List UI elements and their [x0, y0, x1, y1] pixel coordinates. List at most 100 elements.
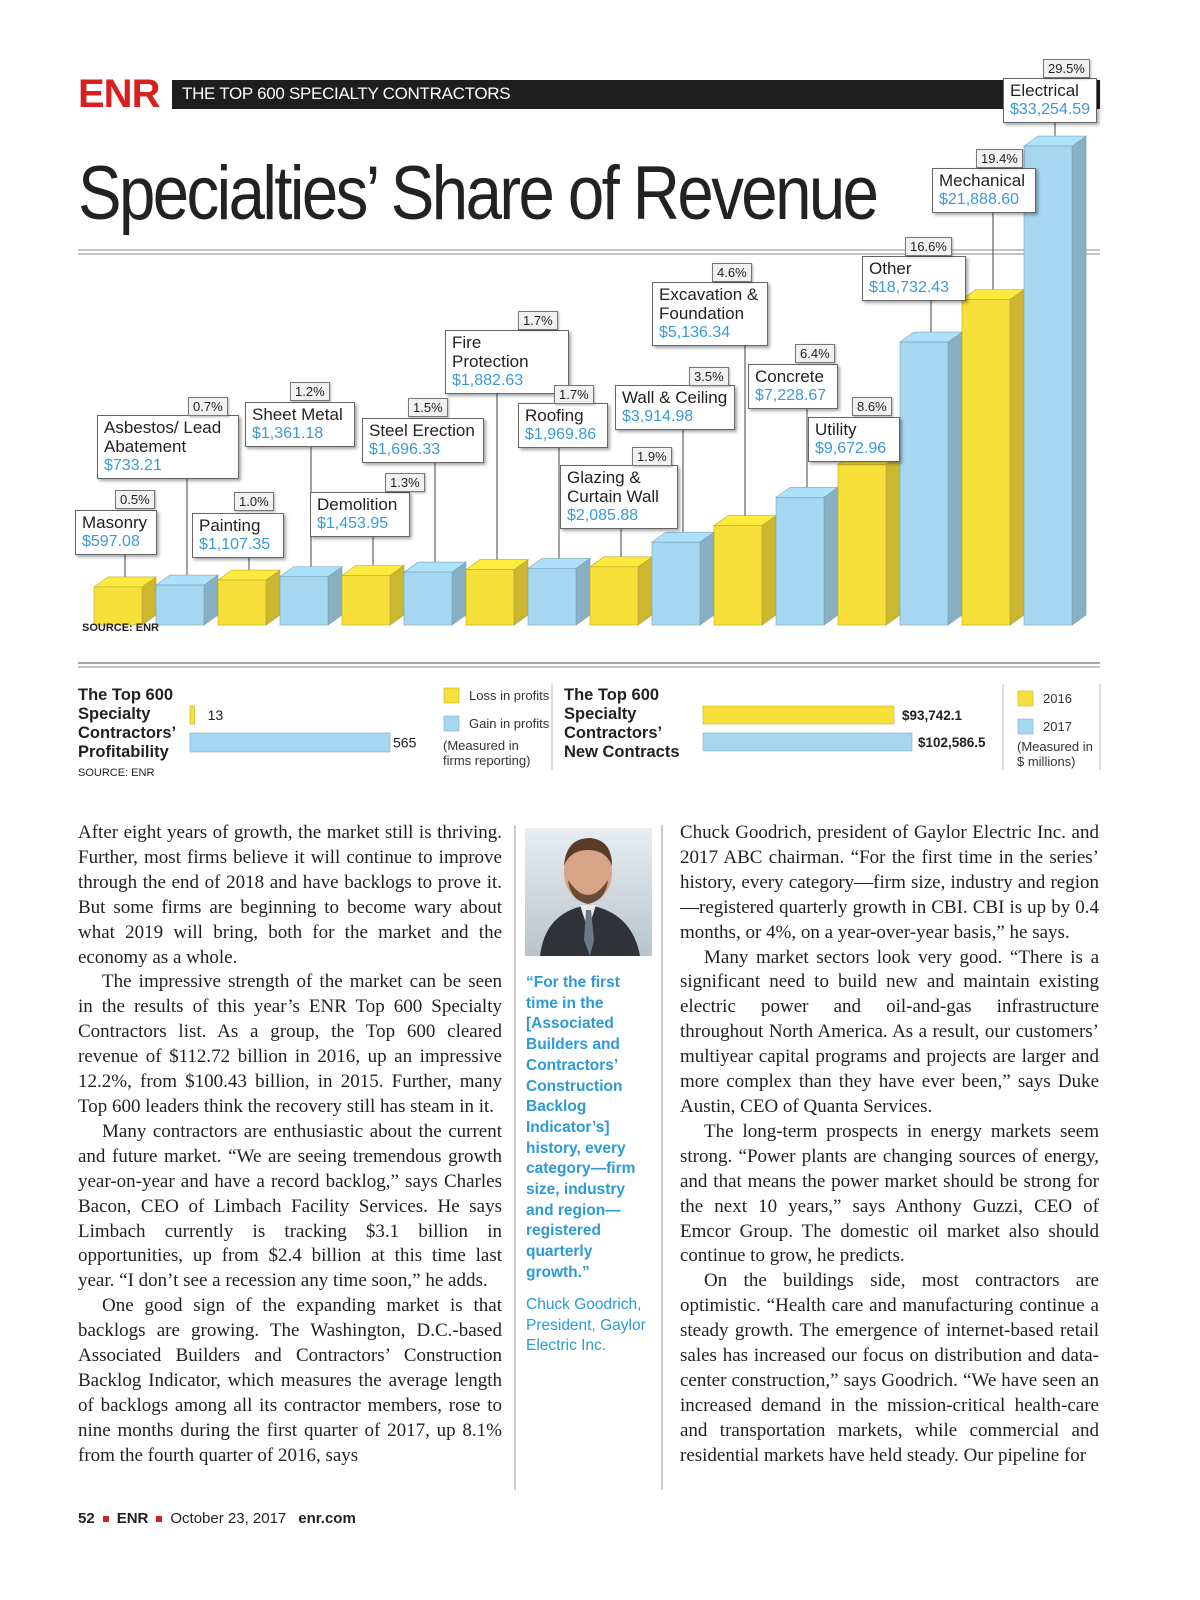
chart-title: The Top 600 Specialty Contractors’ New C… [564, 686, 680, 761]
callout: Demolition $1,453.95 [310, 492, 410, 537]
value-label: $3,914.98 [622, 408, 694, 425]
date: October 23, 2017 [170, 1510, 287, 1527]
share-label: 29.5% [1043, 59, 1090, 78]
callout: Masonry $597.08 [75, 510, 157, 555]
photo [525, 828, 652, 956]
chart-title: The Top 600 Specialty Contractors’ Profi… [78, 686, 176, 761]
share-label: 1.3% [385, 473, 425, 492]
bar-3d [1023, 135, 1087, 626]
bar [702, 705, 895, 725]
callout: Fire Protection $1,882.63 [445, 330, 569, 394]
callout: Excavation & Foundation $5,136.34 [652, 282, 768, 346]
bar [713, 525, 763, 626]
bar-3d [961, 288, 1025, 626]
value-label: $1,453.95 [317, 515, 389, 532]
value-label: $18,732.43 [869, 279, 950, 296]
callout: Sheet Metal $1,361.18 [245, 402, 355, 447]
bar-3d [837, 453, 901, 626]
share-label: 1.7% [518, 311, 558, 330]
bar-3d [651, 531, 715, 626]
bar [189, 705, 195, 725]
value-label: $7,228.67 [755, 387, 827, 404]
category-label: Excavation & Foundation [659, 285, 759, 323]
bar [837, 464, 887, 626]
category-label: Steel Erection [369, 421, 475, 440]
share-label: 4.6% [712, 263, 752, 282]
share-label: 16.6% [905, 237, 952, 256]
share-label: 1.7% [554, 385, 594, 404]
bar [899, 341, 949, 626]
bar-side [389, 564, 405, 626]
value-label: $1,969.86 [525, 426, 597, 443]
category-label: Electrical [1010, 81, 1079, 100]
share-label: 0.7% [188, 397, 228, 416]
bar-side [575, 557, 591, 626]
value-label: $21,888.60 [939, 191, 1020, 208]
page-number: 52 [78, 1510, 95, 1527]
callout: Other $18,732.43 [862, 256, 966, 301]
share-label: 1.9% [632, 447, 672, 466]
bar [341, 575, 391, 626]
legend-swatch [1017, 718, 1034, 735]
legend-swatch [443, 715, 460, 732]
bar-side [761, 515, 777, 626]
bar-3d [775, 486, 839, 626]
callout: Roofing $1,969.86 [518, 403, 608, 448]
bar [775, 497, 825, 626]
pull-quote: “For the first time in the [Associated B… [526, 974, 636, 1281]
category-label: Glazing & Curtain Wall [567, 468, 659, 506]
callout: Mechanical $21,888.60 [932, 168, 1036, 213]
category-label: Masonry [82, 513, 148, 532]
callout: Concrete $7,228.67 [748, 364, 838, 409]
value-label: $5,136.34 [659, 324, 731, 341]
bar-3d [403, 561, 467, 626]
legend-swatch [1017, 690, 1034, 707]
share-label: 0.5% [115, 490, 155, 509]
bar [961, 299, 1011, 626]
category-label: Concrete [755, 367, 824, 386]
callout: Wall & Ceiling $3,914.98 [615, 385, 735, 430]
category-label: Wall & Ceiling [622, 388, 728, 407]
bar-3d [155, 574, 219, 626]
value-label: 13 [208, 707, 224, 723]
bar [279, 576, 329, 626]
legend-label: Gain in profits [469, 716, 550, 731]
chart-title: Specialties’ Share of Revenue [78, 151, 879, 236]
bar-3d [527, 557, 591, 626]
value-label: $9,672.96 [815, 440, 887, 457]
value-label: $1,361.18 [252, 425, 324, 442]
paragraph: The long-term prospects in energy market… [680, 1120, 1099, 1267]
header-bar [172, 80, 1100, 109]
bar [1023, 145, 1073, 626]
bar-side [699, 531, 715, 626]
paragraph: The impressive strength of the market ca… [78, 971, 502, 1117]
bar-side [823, 486, 839, 626]
section-title: THE TOP 600 SPECIALTY CONTRACTORS [182, 84, 511, 103]
share-label: 3.5% [689, 367, 729, 386]
bar [589, 566, 639, 626]
bar [93, 586, 143, 626]
bar-side [947, 331, 963, 626]
callout: Asbestos/ Lead Abatement $733.21 [97, 415, 239, 479]
source-text: SOURCE: ENR [82, 622, 160, 634]
site: enr.com [298, 1510, 356, 1527]
bar [155, 584, 205, 626]
value-label: $1,882.63 [452, 372, 524, 389]
separator [156, 1515, 163, 1522]
category-label: Fire Protection [452, 333, 529, 371]
paragraph: Many market sectors look very good. “The… [680, 946, 1099, 1117]
footer: 52 ENR October 23, 2017 enr.com [78, 1510, 356, 1527]
value-label: $597.08 [82, 533, 140, 550]
bar-3d [217, 569, 281, 626]
column: Chuck Goodrich, president of Gaylor Elec… [680, 821, 1099, 1496]
paragraph: One good sign of the expanding market is… [78, 1295, 502, 1466]
share-label: 6.4% [795, 344, 835, 363]
value-label: $733.21 [104, 457, 162, 474]
callout: Glazing & Curtain Wall $2,085.88 [560, 465, 678, 529]
bar [465, 569, 515, 626]
callout: Electrical $33,254.59 [1003, 78, 1097, 123]
bar [651, 541, 701, 626]
value-label: $33,254.59 [1010, 101, 1091, 118]
